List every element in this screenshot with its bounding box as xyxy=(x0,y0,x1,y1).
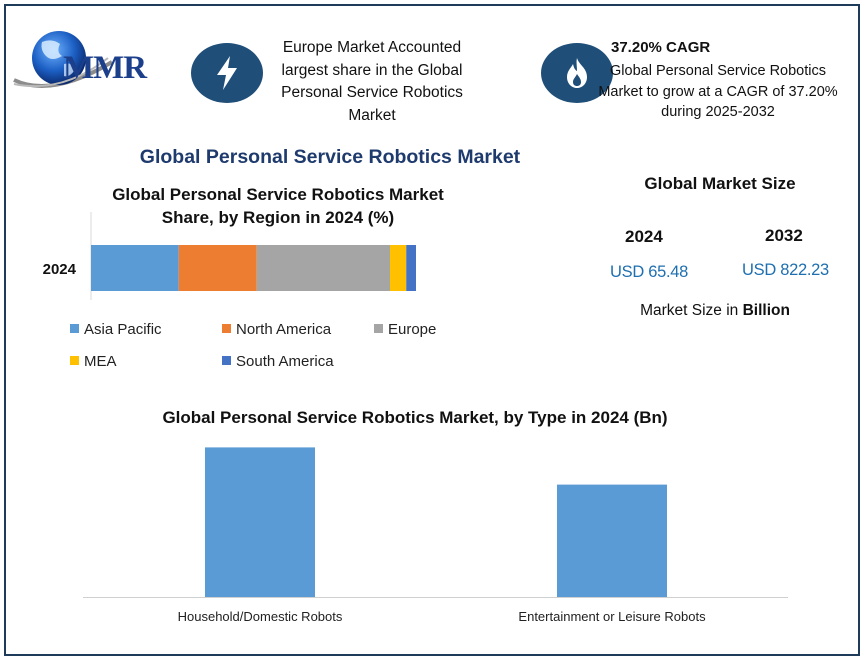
region-segment-north-america xyxy=(178,245,257,291)
type-chart-title: Global Personal Service Robotics Market,… xyxy=(162,408,668,427)
legend-swatch-south-america xyxy=(222,356,231,365)
legend-label-mea: MEA xyxy=(84,353,117,370)
type-bar-entertainment-or-leisure-robots xyxy=(557,484,667,597)
legend-label-south-america: South America xyxy=(236,353,334,370)
region-chart-category-label: 2024 xyxy=(43,261,77,278)
legend-swatch-mea xyxy=(70,356,79,365)
legend-swatch-europe xyxy=(374,324,383,333)
region-segment-asia-pacific xyxy=(91,245,179,291)
region-segment-europe xyxy=(256,245,390,291)
market-size-value-2032: USD 822.23 xyxy=(742,261,829,279)
market-size-unit: Market Size in Billion xyxy=(600,302,830,320)
mmr-logo xyxy=(12,28,172,98)
legend-label-asia-pacific: Asia Pacific xyxy=(84,321,162,338)
infographic-frame xyxy=(4,4,860,656)
legend-label-north-america: North America xyxy=(236,321,332,338)
market-size-unit-prefix: Market Size in xyxy=(640,302,743,319)
cagr-text: Global Personal Service Robotics Market … xyxy=(598,63,838,120)
legend-swatch-asia-pacific xyxy=(70,324,79,333)
cagr-title: 37.20% CAGR xyxy=(611,39,711,56)
legend-label-europe: Europe xyxy=(388,321,436,338)
legend-swatch-north-america xyxy=(222,324,231,333)
globe-icon xyxy=(13,31,114,88)
region-segment-mea xyxy=(390,245,407,291)
market-size-year-2024: 2024 xyxy=(625,227,663,246)
market-size-value-2024: USD 65.48 xyxy=(610,263,689,281)
type-bar-household-domestic-robots xyxy=(205,447,315,597)
main-title: Global Personal Service Robotics Market xyxy=(139,146,521,168)
type-tick-label-household-domestic-robots: Household/Domestic Robots xyxy=(178,609,343,624)
brand-name: MMR xyxy=(63,50,147,86)
market-size-year-2032: 2032 xyxy=(765,226,803,245)
flame-icon xyxy=(541,43,613,103)
market-size-title: Global Market Size xyxy=(644,174,796,193)
type-tick-label-entertainment-or-leisure-robots: Entertainment or Leisure Robots xyxy=(518,609,706,624)
region-segment-south-america xyxy=(406,245,416,291)
highlight-europe-text: Europe Market Accounted largest share in… xyxy=(281,39,463,124)
region-chart-title: Global Personal Service Robotics Market … xyxy=(112,185,444,227)
lightning-icon xyxy=(191,43,263,103)
market-size-unit-value: Billion xyxy=(742,302,790,319)
